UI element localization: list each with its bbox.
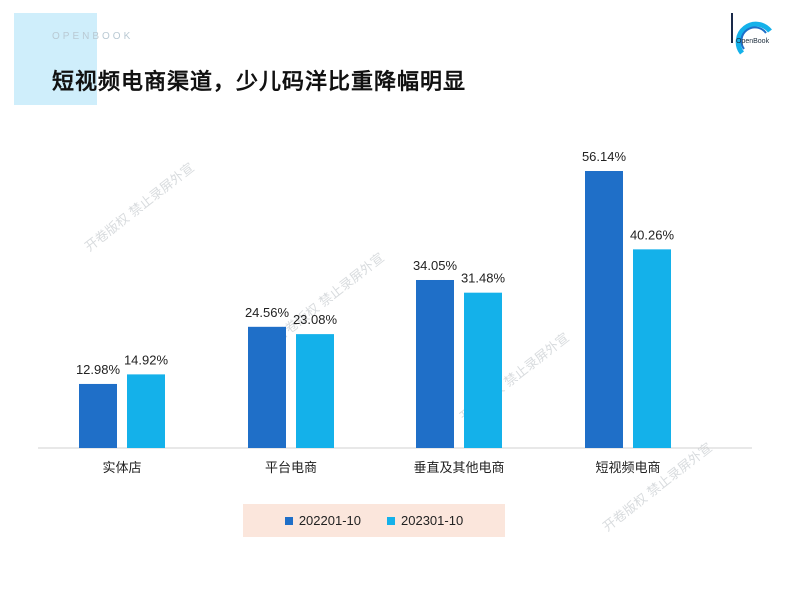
data-label: 12.98% — [76, 362, 121, 377]
legend-label-series2: 202301-10 — [401, 513, 464, 528]
data-label: 14.92% — [124, 352, 169, 367]
legend-swatch-series1 — [284, 516, 293, 525]
data-label: 24.56% — [245, 305, 290, 320]
legend-item-series2: 202301-10 — [387, 513, 463, 528]
brand-tag: OPENBOOK — [52, 31, 134, 42]
bar-1-3 — [585, 171, 623, 448]
chart-legend: 202201-10 202301-10 — [243, 504, 505, 537]
data-label: 40.26% — [630, 227, 675, 242]
category-label: 垂直及其他电商 — [413, 461, 504, 476]
data-label: 23.08% — [293, 312, 338, 327]
category-label: 短视频电商 — [595, 461, 660, 476]
page-title: 短视频电商渠道，少儿码洋比重降幅明显 — [52, 70, 467, 95]
bar-2-3 — [633, 249, 671, 448]
logo-text: OpenBook — [736, 38, 770, 45]
bar-2-0 — [127, 374, 165, 448]
bar-1-2 — [416, 279, 454, 448]
data-label: 31.48% — [461, 271, 506, 286]
legend-item-series1: 202201-10 — [284, 513, 361, 528]
legend-label-series1: 202201-10 — [298, 513, 361, 528]
category-label: 实体店 — [102, 461, 141, 476]
bar-2-2 — [464, 292, 502, 448]
openbook-logo — [731, 13, 772, 55]
data-label: 34.05% — [413, 258, 458, 273]
bar-1-1 — [248, 326, 286, 448]
header-accent-box — [14, 13, 97, 105]
bar-1-0 — [79, 383, 117, 448]
category-label: 平台电商 — [265, 461, 317, 476]
legend-swatch-series2 — [387, 516, 395, 525]
bar-2-1 — [296, 334, 334, 448]
data-label: 56.14% — [582, 149, 627, 164]
